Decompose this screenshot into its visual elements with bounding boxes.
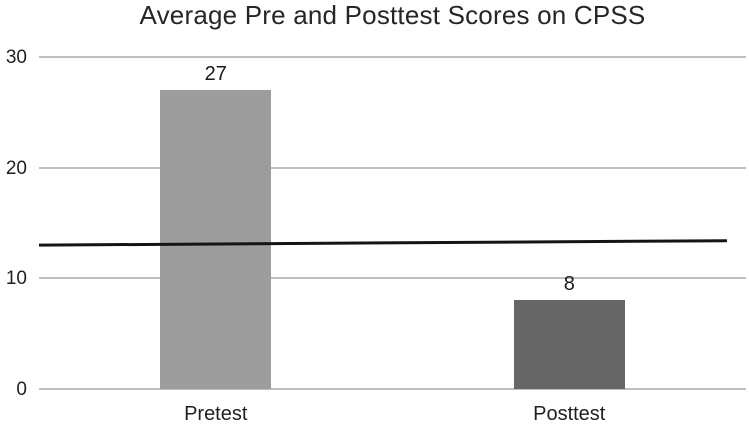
bar-value-label: 8 xyxy=(563,273,575,296)
y-tick-label: 0 xyxy=(16,379,27,400)
y-tick-label: 20 xyxy=(5,157,27,179)
y-tick-label: 30 xyxy=(5,47,27,68)
category-label-pretest: Pretest xyxy=(184,403,248,425)
reference-line-layer xyxy=(38,239,727,247)
reference-line xyxy=(38,239,727,247)
gridline-y30 xyxy=(39,56,746,58)
plot-area: 27 8 xyxy=(38,56,746,390)
bar-pretest xyxy=(160,90,272,389)
bar-value-label: 27 xyxy=(204,63,227,86)
chart-title: Average Pre and Posttest Scores on CPSS xyxy=(139,0,646,30)
gridline-y0 xyxy=(39,388,746,390)
bar-posttest xyxy=(513,300,625,389)
category-label-posttest: Posttest xyxy=(533,403,606,425)
gridline-y10 xyxy=(39,277,746,280)
y-tick-label: 10 xyxy=(5,268,27,290)
gridline-y20 xyxy=(39,166,746,169)
